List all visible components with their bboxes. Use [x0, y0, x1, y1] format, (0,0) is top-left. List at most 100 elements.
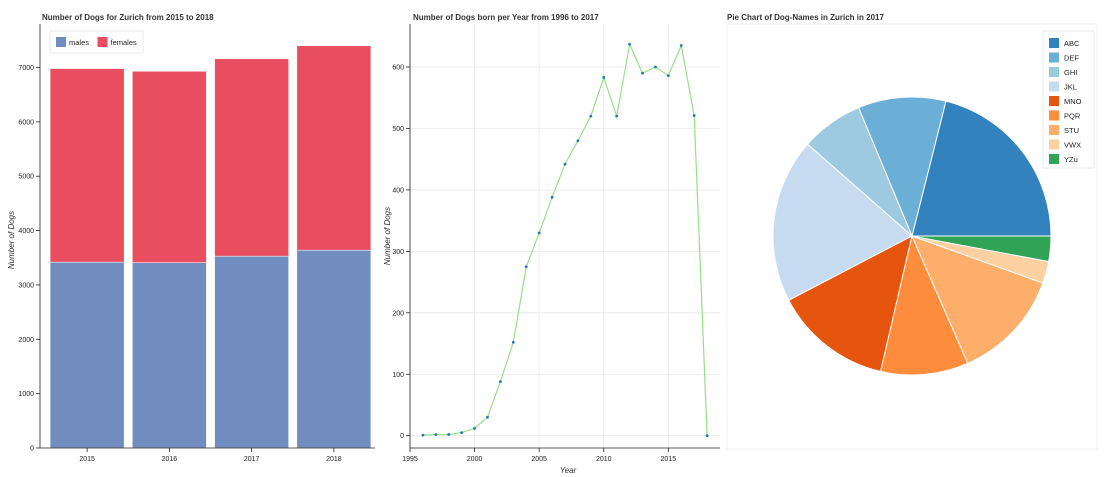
line-point-2005: [537, 231, 541, 235]
bar-series: [49, 45, 372, 449]
bar-legend-swatch-females: [97, 37, 108, 47]
line-series: [422, 42, 708, 436]
line-chart: Number of Dogs born per Year from 1996 t…: [383, 13, 720, 475]
bar-legend-label-males: males: [69, 38, 89, 47]
line-x-tick-label: 2015: [661, 456, 677, 463]
pie-slices: [772, 96, 1052, 376]
pie-slice-ABC: [911, 100, 1052, 237]
bar-legend: males females: [49, 30, 144, 54]
line-point-1999: [460, 431, 464, 435]
pie-slice-YZu: [911, 235, 1052, 263]
line-x-tick-label: 2000: [467, 456, 483, 463]
bar-females-2016: [132, 71, 207, 263]
line-point-2008: [576, 139, 580, 143]
line-point-2000: [473, 426, 476, 430]
pie-legend-swatch-YZu: [1049, 154, 1059, 164]
line-x-tick-label: 1995: [402, 456, 418, 463]
line-x-axis-label: Year: [560, 466, 577, 475]
bar-legend-label-females: females: [111, 38, 138, 47]
bar-y-tick-label: 5000: [18, 174, 34, 181]
pie-slice-PQR: [879, 234, 969, 376]
pie-legend-swatch-MNO: [1049, 96, 1059, 106]
line-y-tick-label: 200: [392, 310, 404, 317]
line-point-2018: [705, 434, 709, 438]
line-y-tick-label: 100: [392, 372, 404, 379]
line-y-axis-label: Number of Dogs: [383, 207, 392, 265]
pie-panel-frame: [726, 23, 1098, 450]
bar-y-tick-label: 7000: [18, 65, 34, 72]
pie-slice-DEF: [857, 96, 947, 238]
pie-chart-title: Pie Chart of Dog-Names in Zurich in 2017: [727, 13, 884, 22]
pie-legend-label-DEF: DEF: [1064, 54, 1079, 63]
line-y-tick-label: 400: [392, 187, 404, 194]
pie-legend-label-VWX: VWX: [1064, 141, 1081, 150]
line-grid: [409, 24, 720, 448]
bar-females-2017: [214, 58, 289, 257]
pie-legend: ABC DEF GHI JKL MNO PQR STU VWX YZu: [1042, 30, 1095, 169]
line-point-2015: [666, 74, 670, 78]
line-point-2004: [524, 265, 528, 269]
line-point-2003: [511, 340, 515, 344]
line-point-2001: [486, 415, 489, 419]
pie-legend-swatch-VWX: [1049, 139, 1059, 150]
line-y-tick-label: 0: [400, 433, 404, 440]
bar-chart-title: Number of Dogs for Zurich from 2015 to 2…: [42, 13, 214, 22]
pie-legend-label-PQR: PQR: [1064, 112, 1081, 121]
line-point-2002: [499, 380, 502, 384]
bar-y-tick-label: 6000: [18, 119, 34, 126]
pie-legend-label-YZu: YZu: [1064, 155, 1078, 164]
pie-legend-swatch-DEF: [1049, 52, 1059, 63]
bar-x-tick-label: 2017: [244, 456, 260, 463]
pie-legend-label-JKL: JKL: [1064, 83, 1077, 92]
bar-y-tick-label: 0: [30, 446, 34, 453]
pie-legend-swatch-STU: [1049, 125, 1059, 135]
pie-slice-JKL: [772, 143, 913, 301]
line-point-2009: [589, 114, 593, 118]
line-y-tick-label: 300: [392, 249, 404, 256]
bar-males-2016: [132, 262, 207, 449]
pie-legend-swatch-GHI: [1049, 67, 1059, 77]
pie-legend-swatch-PQR: [1049, 110, 1059, 121]
line-point-2014: [654, 65, 657, 69]
pie-legend-label-GHI: GHI: [1064, 68, 1077, 77]
bar-y-axis-label: Number of Dogs: [7, 211, 16, 269]
line-point-2013: [641, 71, 644, 75]
pie-legend-swatch-JKL: [1049, 81, 1059, 92]
stacked-bar-chart: Number of Dogs for Zurich from 2015 to 2…: [7, 13, 375, 463]
pie-legend-label-STU: STU: [1064, 126, 1079, 135]
line-point-2012: [628, 42, 631, 46]
line-x-tick-label: 2005: [531, 456, 547, 463]
line-point-1997: [434, 433, 438, 436]
pie-slice-STU: [911, 235, 1044, 364]
line-y-tick-label: 600: [392, 65, 404, 72]
bar-males-2018: [296, 249, 372, 449]
line-y-tick-label: 500: [392, 126, 404, 133]
line-ticks: 0 100 200 300 400 500 600 1995 2000 2005 2010 2015: [392, 65, 676, 463]
bar-y-tick-label: 4000: [18, 228, 34, 235]
bar-x-tick-label: 2016: [162, 456, 178, 463]
bar-y-ticks: 0 1000 2000 3000 4000 5000 6000 7000: [18, 65, 40, 453]
line-point-2017: [692, 114, 696, 117]
line-chart-title: Number of Dogs born per Year from 1996 t…: [413, 13, 599, 22]
bar-y-tick-label: 3000: [18, 282, 34, 289]
line-point-1998: [447, 433, 451, 436]
pie-legend-label-ABC: ABC: [1064, 39, 1080, 48]
pie-slice-MNO: [788, 235, 913, 373]
bar-y-tick-label: 1000: [18, 391, 34, 398]
line-point-2007: [563, 162, 567, 166]
bar-legend-box: [49, 30, 144, 54]
pie-chart: Pie Chart of Dog-Names in Zurich in 2017…: [726, 13, 1098, 450]
bar-males-2017: [214, 255, 289, 449]
pie-legend-swatch-ABC: [1049, 38, 1059, 48]
bar-x-ticks: 2015 2016 2017 2018: [79, 448, 342, 463]
line-point-2016: [679, 44, 683, 47]
line-x-tick-label: 2010: [596, 456, 612, 463]
line-point-2011: [615, 114, 619, 118]
bar-females-2018: [296, 45, 372, 251]
bar-females-2015: [49, 68, 125, 263]
bar-y-tick-label: 2000: [18, 337, 34, 344]
bar-legend-swatch-males: [56, 37, 66, 47]
line-points: [421, 42, 709, 438]
line-point-2010: [602, 76, 606, 79]
